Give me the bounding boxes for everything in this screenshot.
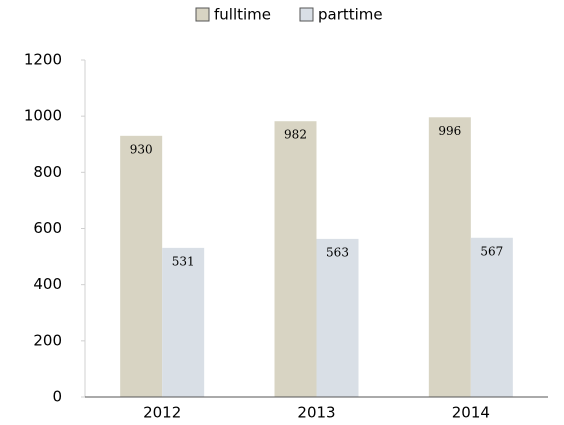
y-tick-label: 1200	[24, 51, 62, 69]
bar	[274, 121, 317, 397]
legend-label: parttime	[318, 6, 383, 24]
bar	[428, 117, 471, 397]
y-tick-label: 200	[33, 331, 62, 349]
legend-label: fulltime	[214, 6, 271, 24]
y-tick-label: 0	[52, 388, 62, 406]
bar	[162, 247, 205, 397]
data-label: 982	[284, 128, 307, 142]
data-label: 930	[130, 142, 153, 156]
data-label: 567	[480, 244, 503, 258]
y-tick-label: 1000	[24, 107, 62, 125]
bar	[470, 237, 513, 397]
bar	[316, 238, 359, 397]
x-tick-label: 2014	[452, 404, 490, 422]
data-label: 531	[172, 254, 195, 268]
x-tick-label: 2013	[297, 404, 335, 422]
bar	[120, 135, 163, 397]
data-label: 563	[326, 245, 349, 259]
x-tick-label: 2012	[143, 404, 181, 422]
data-label: 996	[438, 124, 461, 138]
legend-swatch	[299, 7, 314, 22]
y-tick-label: 600	[33, 219, 62, 237]
y-tick-label: 800	[33, 163, 62, 181]
y-tick-label: 400	[33, 275, 62, 293]
legend-swatch	[195, 7, 210, 22]
